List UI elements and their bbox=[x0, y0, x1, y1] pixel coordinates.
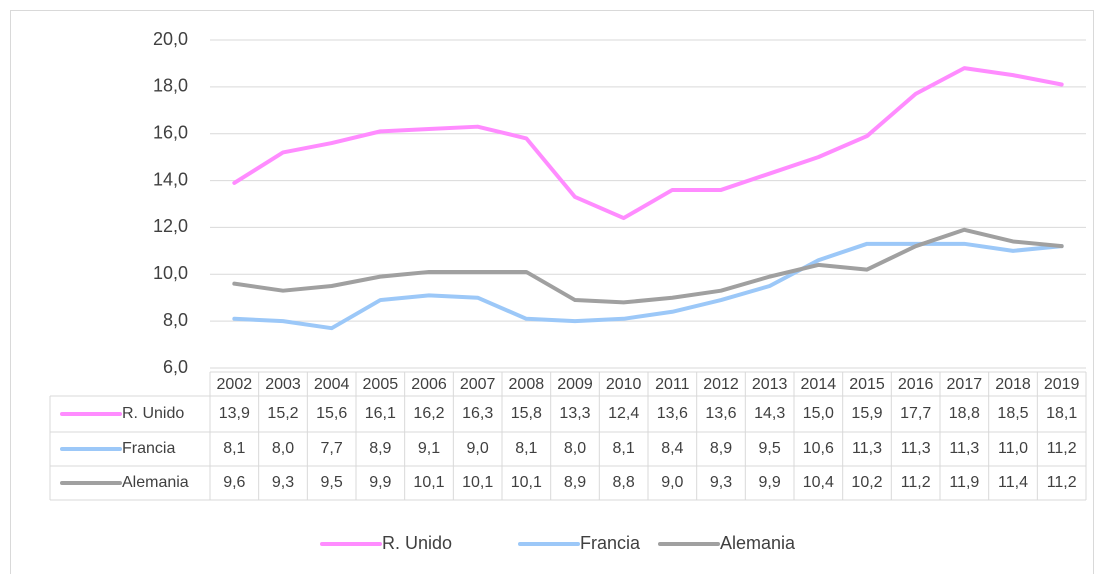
table-cell: 11,2 bbox=[1047, 474, 1077, 491]
series-line bbox=[232, 66, 1064, 221]
table-cell: 12,4 bbox=[608, 405, 639, 422]
table-cell: 10,1 bbox=[511, 474, 542, 491]
table-cell: 9,9 bbox=[369, 474, 391, 491]
table-cell: 16,2 bbox=[413, 405, 444, 422]
chart-border bbox=[10, 10, 1094, 574]
x-tick-label: 2010 bbox=[606, 376, 642, 393]
table-cell: 9,0 bbox=[661, 474, 683, 491]
table-cell: 13,6 bbox=[657, 405, 688, 422]
x-tick-label: 2014 bbox=[801, 376, 837, 393]
x-tick-label: 2009 bbox=[557, 376, 593, 393]
table-cell: 16,1 bbox=[365, 405, 396, 422]
table-cell: 18,8 bbox=[949, 405, 980, 422]
x-tick-label: 2006 bbox=[411, 376, 447, 393]
table-cell: 16,3 bbox=[462, 405, 493, 422]
x-tick-label: 2016 bbox=[898, 376, 934, 393]
table-cell: 11,4 bbox=[998, 474, 1028, 491]
x-tick-label: 2004 bbox=[314, 376, 350, 393]
table-cell: 11,2 bbox=[901, 474, 931, 491]
table-cell: 17,7 bbox=[900, 405, 931, 422]
legend-label: R. Unido bbox=[382, 533, 452, 553]
table-cell: 13,3 bbox=[559, 405, 590, 422]
table-cell: 10,6 bbox=[803, 440, 834, 457]
table-cell: 8,1 bbox=[613, 440, 635, 457]
table-cell: 15,8 bbox=[511, 405, 542, 422]
table-cell: 8,8 bbox=[613, 474, 635, 491]
table-cell: 9,5 bbox=[759, 440, 781, 457]
table-cell: 10,2 bbox=[851, 474, 882, 491]
table-cell: 7,7 bbox=[321, 440, 343, 457]
table-cell: 8,0 bbox=[564, 440, 586, 457]
series-line bbox=[232, 241, 1064, 331]
table-cell: 11,3 bbox=[852, 440, 882, 457]
x-tick-label: 2017 bbox=[947, 376, 983, 393]
x-tick-label: 2013 bbox=[752, 376, 788, 393]
table-row-label: Francia bbox=[122, 440, 175, 457]
table-cell: 8,9 bbox=[710, 440, 732, 457]
x-tick-label: 2018 bbox=[995, 376, 1031, 393]
table-cell: 9,6 bbox=[223, 474, 245, 491]
table-cell: 11,0 bbox=[998, 440, 1028, 457]
table-cell: 9,3 bbox=[710, 474, 732, 491]
table-cell: 9,0 bbox=[467, 440, 489, 457]
y-tick-label: 14,0 bbox=[153, 169, 188, 189]
legend-label: Francia bbox=[580, 533, 641, 553]
x-tick-label: 2002 bbox=[217, 376, 253, 393]
table-row-label: Alemania bbox=[122, 474, 189, 491]
table-cell: 13,6 bbox=[705, 405, 736, 422]
x-tick-label: 2019 bbox=[1044, 376, 1080, 393]
y-tick-label: 8,0 bbox=[163, 310, 188, 330]
table-cell: 13,9 bbox=[219, 405, 250, 422]
table-cell: 15,2 bbox=[267, 405, 298, 422]
table-cell: 18,5 bbox=[997, 405, 1028, 422]
table-row-label: R. Unido bbox=[122, 405, 184, 422]
y-tick-label: 10,0 bbox=[153, 263, 188, 283]
table-cell: 15,0 bbox=[803, 405, 834, 422]
x-tick-label: 2015 bbox=[849, 376, 885, 393]
x-tick-label: 2003 bbox=[265, 376, 301, 393]
y-tick-label: 20,0 bbox=[153, 29, 188, 49]
y-tick-label: 6,0 bbox=[163, 357, 188, 377]
table-cell: 9,3 bbox=[272, 474, 294, 491]
legend-label: Alemania bbox=[720, 533, 796, 553]
table-cell: 11,2 bbox=[1047, 440, 1077, 457]
x-tick-label: 2011 bbox=[655, 376, 690, 393]
x-tick-label: 2005 bbox=[363, 376, 399, 393]
table-cell: 8,0 bbox=[272, 440, 294, 457]
y-tick-label: 12,0 bbox=[153, 216, 188, 236]
x-tick-label: 2008 bbox=[509, 376, 545, 393]
table-cell: 11,9 bbox=[949, 474, 979, 491]
table-cell: 9,9 bbox=[759, 474, 781, 491]
table-cell: 8,9 bbox=[564, 474, 586, 491]
table-cell: 8,1 bbox=[223, 440, 245, 457]
table-cell: 10,4 bbox=[803, 474, 834, 491]
table-cell: 14,3 bbox=[754, 405, 785, 422]
table-cell: 10,1 bbox=[413, 474, 444, 491]
x-tick-label: 2007 bbox=[460, 376, 496, 393]
table-cell: 9,1 bbox=[418, 440, 440, 457]
table-cell: 11,3 bbox=[901, 440, 931, 457]
table-cell: 8,9 bbox=[369, 440, 391, 457]
table-cell: 18,1 bbox=[1046, 405, 1077, 422]
table-cell: 8,4 bbox=[661, 440, 683, 457]
x-tick-label: 2012 bbox=[703, 376, 739, 393]
table-cell: 10,1 bbox=[462, 474, 493, 491]
table-cell: 15,9 bbox=[851, 405, 882, 422]
y-tick-label: 18,0 bbox=[153, 76, 188, 96]
y-tick-label: 16,0 bbox=[153, 122, 188, 142]
table-cell: 11,3 bbox=[949, 440, 979, 457]
table-cell: 9,5 bbox=[321, 474, 343, 491]
table-cell: 15,6 bbox=[316, 405, 347, 422]
table-cell: 8,1 bbox=[515, 440, 537, 457]
series-line bbox=[232, 227, 1064, 305]
